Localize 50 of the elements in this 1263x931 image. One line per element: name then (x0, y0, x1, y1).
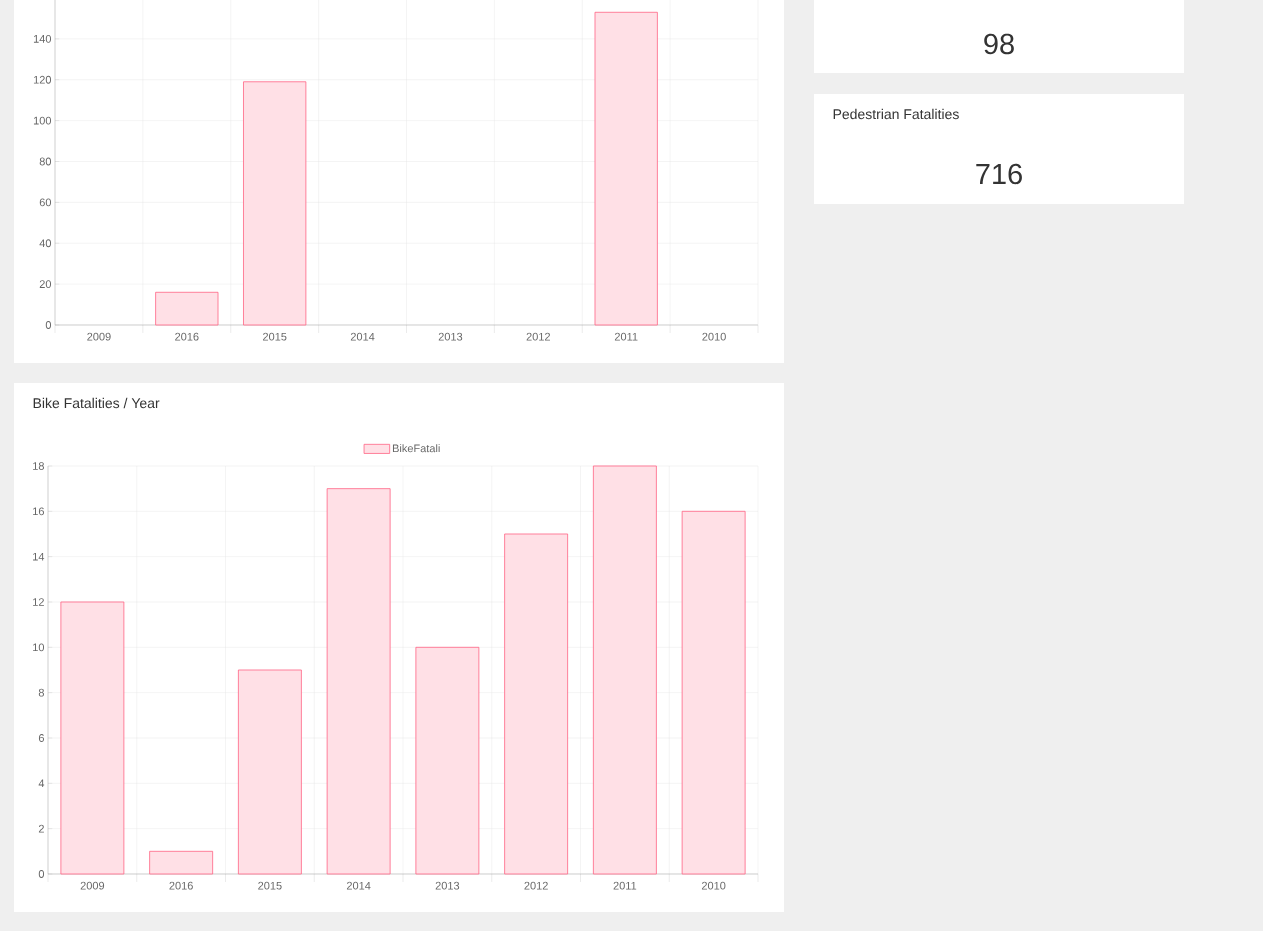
chart-title: Bike Fatalities / Year (33, 397, 160, 409)
y-tick-label: 16 (33, 507, 44, 516)
y-tick-label: 4 (38, 779, 45, 788)
y-tick-label: 100 (33, 116, 52, 125)
bar (326, 488, 391, 875)
x-tick-label: 2013 (438, 332, 463, 341)
x-tick-label: 2010 (701, 881, 726, 890)
y-tick-label: 12 (33, 598, 44, 606)
y-tick-label: 60 (39, 198, 52, 207)
y-tick-label: 14 (33, 552, 45, 561)
y-tick-label: 20 (39, 280, 52, 289)
x-tick-label: 2012 (526, 332, 550, 341)
legend-label: BikeFatali (392, 444, 440, 453)
bar (243, 81, 307, 326)
x-tick-label: 2011 (613, 881, 637, 890)
y-tick-label: 120 (33, 75, 52, 84)
y-tick-label: 8 (38, 688, 44, 697)
x-tick-label: 2014 (346, 881, 371, 890)
bar (60, 601, 125, 875)
bar (237, 669, 302, 875)
y-tick-label: 140 (33, 34, 52, 43)
bar (594, 11, 658, 326)
y-tick-label: 18 (33, 462, 44, 470)
bar (592, 465, 657, 875)
x-tick-label: 2015 (258, 881, 282, 890)
bar (681, 510, 746, 875)
x-tick-label: 2014 (350, 332, 375, 341)
y-tick-label: 40 (39, 239, 52, 248)
y-tick-label: 0 (38, 870, 45, 878)
text: Pedestrian Fatalities (833, 108, 959, 120)
x-tick-label: 2010 (702, 332, 726, 341)
bar (415, 646, 480, 875)
x-tick-label: 2011 (614, 332, 638, 341)
x-tick-label: 2009 (87, 332, 111, 341)
bar (504, 533, 569, 875)
x-tick-label: 2013 (435, 881, 460, 890)
y-tick-label: 80 (39, 157, 52, 166)
y-tick-label: 10 (33, 643, 45, 652)
y-tick-label: 0 (45, 321, 52, 329)
x-tick-label: 2015 (263, 332, 287, 341)
y-tick-label: 2 (38, 824, 44, 833)
x-tick-label: 2016 (175, 332, 199, 341)
bar (149, 850, 214, 875)
x-tick-label: 2009 (80, 881, 105, 890)
text: 98 (984, 33, 1014, 55)
y-tick-label: 6 (38, 734, 44, 742)
x-tick-label: 2012 (524, 881, 548, 890)
x-tick-label: 2016 (169, 881, 193, 890)
bar (155, 291, 219, 326)
text: 716 (976, 163, 1022, 185)
